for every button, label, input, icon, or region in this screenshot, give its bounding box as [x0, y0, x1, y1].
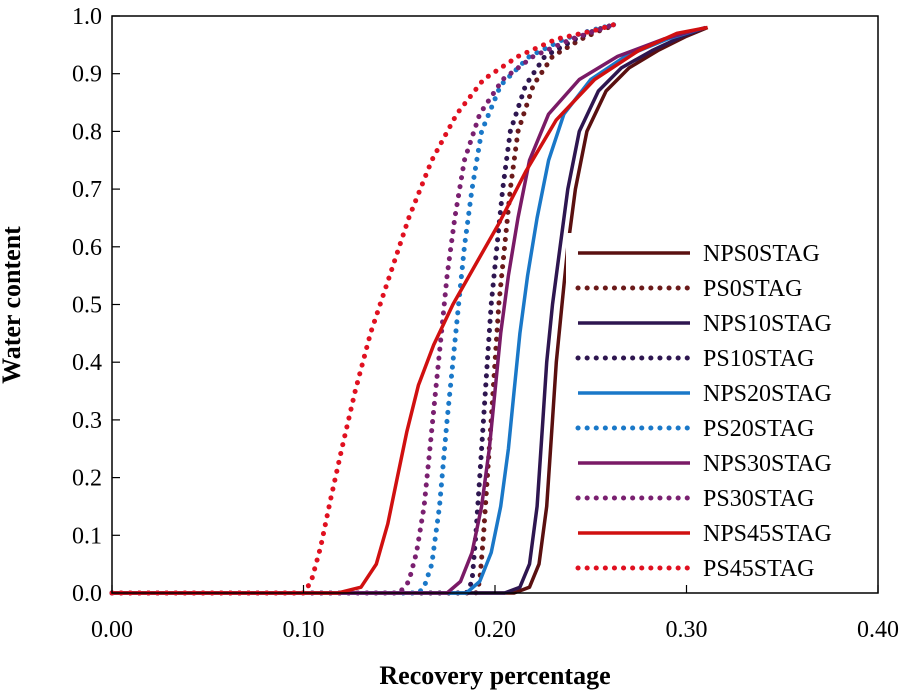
y-tick-label: 1.0	[72, 4, 102, 30]
legend-label-ps0stag: PS0STAG	[703, 276, 802, 302]
y-tick-label: 0.9	[72, 62, 102, 88]
x-axis-title: Recovery percentage	[379, 661, 610, 690]
x-tick-label: 0.10	[283, 617, 325, 643]
legend-label-ps30stag: PS30STAG	[703, 486, 814, 512]
series-line-nps10stag	[112, 25, 707, 595]
plot-area	[109, 22, 709, 596]
series-line-ps30stag	[109, 22, 617, 596]
y-tick-label: 0.5	[72, 293, 102, 319]
series-line-ps20stag	[109, 22, 617, 596]
x-tick-label: 0.20	[474, 617, 516, 643]
series-line-ps45stag	[109, 22, 617, 596]
legend-label-nps45stag: NPS45STAG	[703, 521, 832, 547]
y-tick-label: 0.1	[72, 523, 102, 549]
series-line-nps20stag	[112, 25, 707, 595]
y-axis-title: Water content	[0, 226, 26, 384]
series-line-nps30stag	[112, 25, 707, 595]
series-line-nps0stag	[112, 25, 709, 595]
legend-label-nps0stag: NPS0STAG	[703, 241, 820, 267]
x-tick-label: 0.40	[857, 617, 899, 643]
legend-label-nps30stag: NPS30STAG	[703, 451, 832, 477]
y-tick-label: 0.6	[72, 235, 102, 261]
y-tick-label: 0.0	[72, 581, 102, 607]
y-axis: 0.0 0.1 0.2 0.3 0.4 0.5 0.6 0.7 0.8 0.9 1.0	[72, 4, 120, 607]
series-line-ps0stag	[109, 22, 619, 596]
y-tick-label: 0.2	[72, 466, 102, 492]
series-line-ps10stag	[109, 22, 617, 596]
series-line-nps45stag	[112, 25, 708, 595]
x-tick-label: 0.00	[91, 617, 133, 643]
legend-background	[566, 233, 866, 585]
legend-label-nps20stag: NPS20STAG	[703, 381, 832, 407]
x-tick-label: 0.30	[666, 617, 708, 643]
legend: NPS0STAG PS0STAG NPS10STAG PS10STAG NPS20STA…	[575, 241, 832, 582]
x-axis: 0.00 0.10 0.20 0.30 0.40	[91, 585, 899, 643]
legend-label-nps10stag: NPS10STAG	[703, 311, 832, 337]
legend-label-ps45stag: PS45STAG	[703, 556, 814, 582]
y-tick-label: 0.3	[72, 408, 102, 434]
y-tick-label: 0.4	[72, 350, 102, 376]
y-tick-label: 0.7	[72, 177, 102, 203]
y-tick-label: 0.8	[72, 119, 102, 145]
legend-label-ps20stag: PS20STAG	[703, 416, 814, 442]
legend-label-ps10stag: PS10STAG	[703, 346, 814, 372]
